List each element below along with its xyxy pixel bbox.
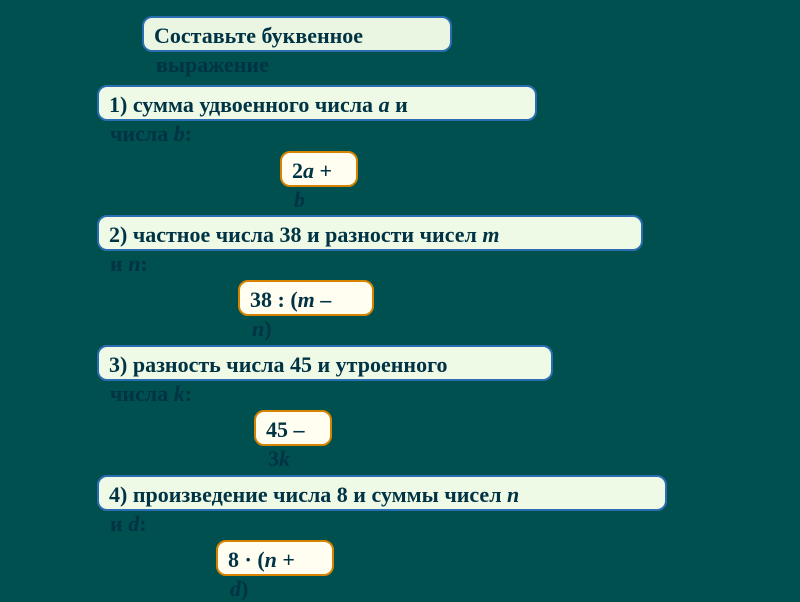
p4-ov-post: : [139, 511, 146, 536]
p1-num: 1) [109, 92, 133, 117]
p3-ov-pre: числа [110, 381, 174, 406]
p4-text1: произведение числа 8 и суммы чисел [133, 482, 507, 507]
p3-ov-post: : [185, 381, 192, 406]
a3-ov-var: k [279, 446, 290, 471]
title-text: Составьте буквенное [154, 23, 363, 48]
a4-mid: + [277, 547, 295, 572]
answer-2-box: 38 : (m – [238, 280, 374, 316]
answer-2-overflow: n) [252, 316, 272, 342]
p3-text1: разность числа 45 и утроенного [133, 352, 448, 377]
problem-1-overflow: числа b: [110, 121, 192, 147]
a3-pre: 45 – [266, 417, 305, 442]
problem-1-box: 1) сумма удвоенного числа a и [97, 85, 537, 121]
a1-var1: a [303, 158, 314, 183]
answer-3-box: 45 – [254, 410, 332, 446]
a4-pre: 8 · ( [228, 547, 265, 572]
problem-2-box: 2) частное числа 38 и разности чисел m [97, 215, 643, 251]
p1-text2: и [390, 92, 408, 117]
a2-ov-post: ) [264, 316, 271, 341]
problem-4-overflow: и d: [110, 511, 147, 537]
a4-ov-post: ) [241, 576, 248, 601]
p1-text1: сумма удвоенного числа [133, 92, 379, 117]
a4-var1: n [265, 547, 277, 572]
p2-var1: m [482, 222, 499, 247]
p4-var1: n [507, 482, 519, 507]
a1-mid: + [314, 158, 332, 183]
title-overflow: выражение [156, 52, 269, 78]
a1-pre: 2 [292, 158, 303, 183]
title-overflow-text: выражение [156, 52, 269, 77]
answer-4-overflow: d) [230, 576, 248, 602]
problem-3-box: 3) разность числа 45 и утроенного [97, 345, 553, 381]
a2-ov-var: n [252, 316, 264, 341]
p4-ov-pre: и [110, 511, 128, 536]
p1-ov-post: : [185, 121, 192, 146]
problem-3-overflow: числа k: [110, 381, 192, 407]
answer-3-overflow: 3k [268, 446, 290, 472]
a1-ov-var: b [294, 187, 305, 212]
a2-pre: 38 : ( [250, 287, 298, 312]
p2-ov-post: : [140, 251, 147, 276]
p1-ov-pre: числа [110, 121, 174, 146]
p4-ov-var: d [128, 511, 139, 536]
p3-ov-var: k [174, 381, 185, 406]
title-box: Составьте буквенное [142, 16, 452, 52]
p2-num: 2) [109, 222, 133, 247]
p1-ov-var: b [174, 121, 185, 146]
p1-var1: a [379, 92, 390, 117]
p3-num: 3) [109, 352, 133, 377]
a4-ov-var: d [230, 576, 241, 601]
p4-num: 4) [109, 482, 133, 507]
p2-ov-var: n [128, 251, 140, 276]
answer-1-overflow: b [294, 187, 305, 213]
p2-text1: частное числа 38 и разности чисел [133, 222, 483, 247]
a2-mid: – [315, 287, 332, 312]
answer-1-box: 2a + [280, 151, 358, 187]
answer-4-box: 8 · (n + [216, 540, 334, 576]
problem-2-overflow: и n: [110, 251, 148, 277]
problem-4-box: 4) произведение числа 8 и суммы чисел n [97, 475, 667, 511]
a2-var1: m [298, 287, 315, 312]
p2-ov-pre: и [110, 251, 128, 276]
a3-ov-pre: 3 [268, 446, 279, 471]
